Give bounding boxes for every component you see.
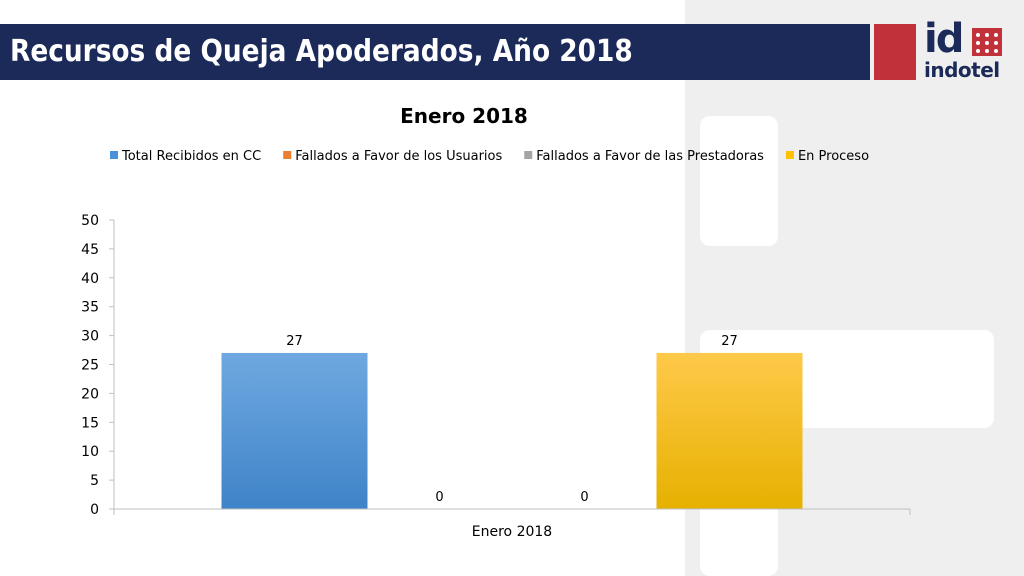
data-label: 27 xyxy=(721,334,738,349)
logo-wordmark: indotel xyxy=(924,58,1000,82)
legend-swatch xyxy=(283,151,292,159)
x-category-label: Enero 2018 xyxy=(472,524,552,540)
bar xyxy=(656,352,803,509)
y-tick-label: 35 xyxy=(81,300,99,316)
legend-swatch xyxy=(110,151,118,159)
y-tick-label: 5 xyxy=(90,473,99,489)
y-tick-label: 10 xyxy=(81,444,99,460)
y-tick-label: 30 xyxy=(81,329,99,345)
y-tick-label: 0 xyxy=(90,502,99,518)
chart-legend: Total Recibidos en CC Fallados a Favor de… xyxy=(110,149,869,164)
y-tick-label: 20 xyxy=(81,386,99,402)
title-bar: Recursos de Queja Apoderados, Año 2018 xyxy=(0,24,870,80)
legend-swatch xyxy=(524,151,533,159)
data-label: 27 xyxy=(286,334,303,349)
bars: 27 0 0 27 xyxy=(221,334,803,509)
y-axis: 0 5 10 15 20 25 30 35 40 45 50 xyxy=(81,213,115,518)
background-shape xyxy=(700,116,778,246)
y-tick-label: 25 xyxy=(81,358,99,374)
y-tick-label: 15 xyxy=(81,415,99,431)
y-tick-label: 40 xyxy=(81,271,99,287)
logo-dots-icon xyxy=(972,28,1002,56)
legend-label: Fallados a Favor de las Prestadoras xyxy=(536,149,764,164)
legend-label: En Proceso xyxy=(798,149,869,164)
data-label: 0 xyxy=(580,490,588,505)
chart-title: Enero 2018 xyxy=(400,104,528,128)
x-axis: Enero 2018 xyxy=(113,508,911,540)
bar xyxy=(221,352,368,509)
logo-red-block xyxy=(874,24,916,80)
legend-label: Total Recibidos en CC xyxy=(121,149,261,164)
legend-label: Fallados a Favor de los Usuarios xyxy=(295,149,502,164)
indotel-logo: id indotel xyxy=(874,16,1004,82)
y-tick-label: 45 xyxy=(81,242,99,258)
logo-mark: id xyxy=(924,16,964,62)
legend-swatch xyxy=(785,151,794,159)
data-label: 0 xyxy=(435,490,443,505)
page-title: Recursos de Queja Apoderados, Año 2018 xyxy=(10,34,633,69)
y-tick-label: 50 xyxy=(81,213,99,229)
